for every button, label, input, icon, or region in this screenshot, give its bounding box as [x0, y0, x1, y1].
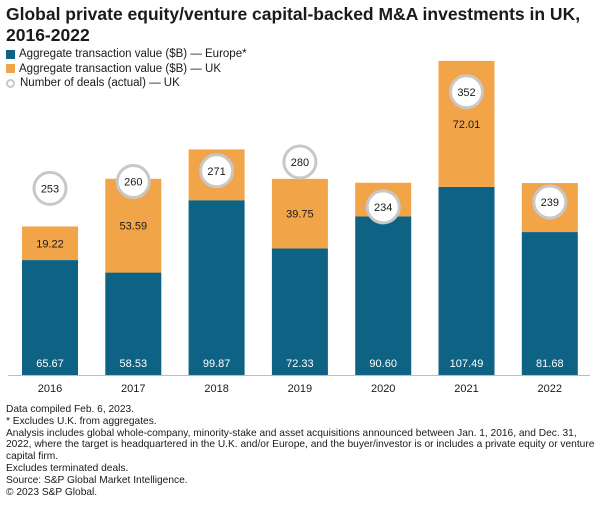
- legend-swatch-europe: [6, 49, 15, 59]
- chart-title: Global private equity/venture capital-ba…: [6, 4, 581, 45]
- bar-europe-2020: [355, 216, 412, 375]
- data-label-uk-2021: 72.01: [453, 119, 481, 131]
- x-tick-label-2021: 2021: [454, 383, 478, 395]
- data-label-uk-2017: 53.59: [120, 221, 148, 233]
- deals-circle-2019: [282, 144, 318, 180]
- legend-label-uk: Aggregate transaction value ($B) — UK: [19, 62, 221, 75]
- data-label-europe-2020: 90.60: [369, 358, 397, 370]
- deals-circle-2016: [32, 170, 68, 206]
- deals-label-2017: 260: [124, 177, 142, 189]
- legend-label-deals: Number of deals (actual) — UK: [20, 77, 180, 89]
- deals-label-2019: 280: [291, 157, 309, 169]
- deals-circle-2018: [199, 153, 235, 189]
- footnote-source: Source: S&P Global Market Intelligence.: [6, 474, 188, 486]
- legend-item-europe: Aggregate transaction value ($B) — Europ…: [6, 47, 247, 62]
- data-label-europe-2018: 99.87: [203, 358, 231, 370]
- deals-label-2022: 239: [541, 197, 559, 209]
- deals-circle-2021: [449, 74, 484, 110]
- deals-label-2016: 253: [41, 183, 59, 195]
- x-tick-label-2019: 2019: [288, 383, 312, 395]
- bar-europe-2018: [188, 200, 245, 375]
- bar-uk-2016: [22, 226, 78, 261]
- deals-label-2021: 352: [457, 87, 475, 99]
- x-tick-label-2018: 2018: [204, 383, 228, 395]
- legend: Aggregate transaction value ($B) — Europ…: [6, 47, 247, 91]
- legend-swatch-deals: [6, 78, 15, 88]
- data-label-uk-2019: 39.75: [286, 209, 314, 221]
- footnote-compiled: Data compiled Feb. 6, 2023.: [6, 404, 134, 415]
- x-tick-label-2020: 2020: [371, 383, 395, 395]
- footnote-analysis: Analysis includes global whole-company, …: [6, 427, 595, 463]
- bar-europe-2016: [22, 260, 78, 375]
- legend-label-europe: Aggregate transaction value ($B) — Europ…: [19, 48, 247, 60]
- deals-circle-2017: [115, 164, 151, 199]
- x-tick-label-2022: 2022: [538, 383, 562, 395]
- legend-item-uk: Aggregate transaction value ($B) — UK: [6, 62, 247, 77]
- x-tick-label-2017: 2017: [121, 383, 145, 395]
- bar-europe-2017: [105, 272, 162, 375]
- data-label-europe-2016: 65.67: [36, 358, 64, 370]
- bar-uk-2019: [271, 178, 328, 249]
- stacked-bar-chart: 65.67 19.22 253 2016 58.53 53.59 260 2017 99.87 2…: [8, 60, 590, 395]
- legend-swatch-uk: [6, 64, 15, 74]
- footnotes: Data compiled Feb. 6, 2023. * Excludes U…: [6, 404, 596, 498]
- deals-label-2020: 234: [374, 202, 392, 214]
- x-tick-label-2016: 2016: [38, 383, 62, 395]
- deals-circle-2022: [532, 184, 568, 220]
- bar-europe-2021: [438, 186, 495, 375]
- data-label-uk-2016: 19.22: [36, 238, 64, 250]
- deals-circle-2020: [365, 189, 401, 225]
- data-label-europe-2022: 81.68: [536, 358, 564, 370]
- deals-label-2018: 271: [207, 166, 225, 178]
- footnote-excludes-uk: * Excludes U.K. from aggregates.: [6, 415, 157, 427]
- data-label-europe-2019: 72.33: [286, 358, 314, 370]
- footnote-terminated: Excludes terminated deals.: [6, 462, 129, 474]
- footnote-copyright: © 2023 S&P Global.: [6, 486, 98, 498]
- bar-europe-2022: [521, 232, 578, 375]
- data-label-europe-2021: 107.49: [450, 358, 484, 370]
- legend-item-deals: Number of deals (actual) — UK: [6, 76, 247, 91]
- data-label-europe-2017: 58.53: [120, 358, 148, 370]
- bar-europe-2019: [271, 248, 328, 375]
